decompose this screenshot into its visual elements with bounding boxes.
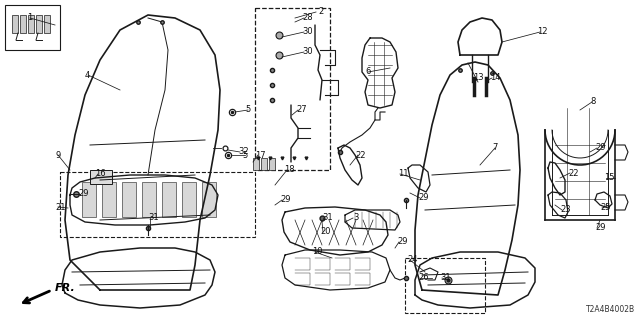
Text: 30: 30 [302, 47, 312, 57]
Bar [28, 15, 34, 33]
Bar [269, 158, 275, 170]
Text: 31: 31 [440, 274, 451, 283]
Bar [12, 15, 18, 33]
Text: 6: 6 [365, 68, 371, 76]
Text: 18: 18 [284, 165, 294, 174]
Text: 29: 29 [280, 196, 291, 204]
Bar [202, 182, 216, 217]
Text: 24: 24 [407, 255, 417, 265]
Text: 15: 15 [604, 173, 614, 182]
Text: 29: 29 [418, 194, 429, 203]
Bar [261, 158, 267, 170]
Text: 9: 9 [56, 150, 61, 159]
Text: 4: 4 [85, 70, 90, 79]
Text: T2A4B4002B: T2A4B4002B [586, 305, 635, 314]
Text: 32: 32 [238, 148, 248, 156]
Text: 30: 30 [302, 28, 312, 36]
Text: 17: 17 [255, 150, 266, 159]
Text: 13: 13 [473, 74, 484, 83]
Text: 29: 29 [595, 223, 605, 233]
Bar [44, 15, 50, 33]
Text: 16: 16 [95, 170, 106, 179]
Text: 29: 29 [78, 189, 88, 198]
Bar [182, 182, 196, 217]
Bar [5, 5, 60, 50]
Text: 8: 8 [590, 98, 595, 107]
Text: 7: 7 [492, 143, 497, 153]
Text: 20: 20 [320, 228, 330, 236]
Text: 31: 31 [148, 213, 159, 222]
Bar [90, 170, 112, 184]
Bar [82, 182, 96, 217]
Text: 10: 10 [312, 247, 323, 257]
Bar [20, 15, 26, 33]
Bar [36, 15, 42, 33]
Text: 21: 21 [55, 203, 65, 212]
Text: 22: 22 [568, 169, 579, 178]
Text: 26: 26 [418, 274, 429, 283]
Bar [255, 8, 330, 170]
Text: 12: 12 [537, 28, 547, 36]
Text: 5: 5 [242, 150, 247, 159]
Text: 3: 3 [353, 213, 358, 222]
Bar [253, 158, 259, 170]
Text: 23: 23 [560, 205, 571, 214]
Bar [162, 182, 176, 217]
Text: 28: 28 [302, 13, 312, 22]
Text: 2: 2 [318, 7, 323, 17]
Bar [102, 182, 116, 217]
Text: 1: 1 [27, 13, 32, 22]
Text: 22: 22 [355, 150, 365, 159]
Text: 29: 29 [595, 143, 605, 153]
Text: 5: 5 [245, 106, 250, 115]
Text: 14: 14 [490, 74, 500, 83]
Text: 31: 31 [322, 213, 333, 222]
Bar [60, 172, 255, 237]
Text: 29: 29 [397, 237, 408, 246]
Bar [122, 182, 136, 217]
Text: FR.: FR. [55, 283, 76, 293]
Bar [405, 258, 485, 313]
Text: 25: 25 [600, 204, 611, 212]
Text: 27: 27 [296, 106, 307, 115]
Text: 11: 11 [398, 170, 408, 179]
Bar [142, 182, 156, 217]
